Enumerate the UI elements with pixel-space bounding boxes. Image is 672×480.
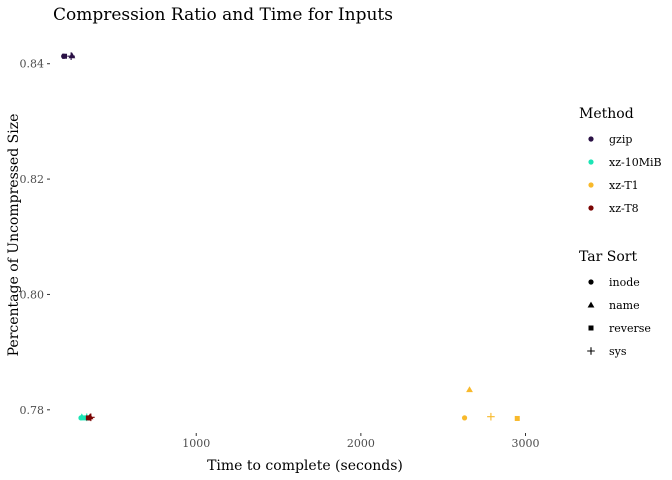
legend-label: xz-T1: [609, 179, 639, 192]
legend-label: sys: [609, 345, 627, 358]
data-point: [514, 415, 520, 421]
chart-title: Compression Ratio and Time for Inputs: [53, 5, 393, 25]
legend-label: xz-T8: [609, 202, 639, 215]
legend-title: Tar Sort: [579, 249, 637, 265]
data-point: [67, 52, 75, 61]
y-axis-title: Percentage of Uncompressed Size: [6, 114, 22, 357]
data-points: [61, 52, 520, 422]
legends: Method gzip xz-10MiB xz-T1 xz-T8 Tar Sort inod…: [579, 106, 662, 358]
legend-key: [588, 136, 594, 142]
legend-label: xz-10MiB: [609, 156, 662, 169]
data-point: [487, 412, 495, 421]
x-tick-label: 3000: [511, 437, 539, 450]
legend-key: [587, 301, 595, 308]
legend-key: [588, 279, 594, 285]
legend-key: [588, 159, 594, 165]
legend-label: name: [609, 299, 640, 312]
data-point: [87, 413, 95, 422]
y-tick-label: 0.80: [20, 288, 45, 301]
legend-key: [588, 205, 594, 211]
y-tick-label: 0.84: [20, 58, 45, 71]
data-point: [85, 415, 91, 421]
x-tick-label: 1000: [182, 437, 210, 450]
legend-key: [587, 347, 595, 355]
axes: 1000 2000 3000 0.78 0.80 0.82 0.84: [20, 58, 540, 450]
legend-label: reverse: [609, 322, 651, 335]
x-tick-label: 2000: [347, 437, 375, 450]
legend-key: [588, 325, 594, 331]
data-point: [81, 415, 87, 421]
y-tick-label: 0.78: [20, 404, 45, 417]
legend-label: gzip: [609, 133, 632, 146]
legend-key: [588, 182, 594, 188]
data-point: [466, 386, 473, 393]
legend-label: inode: [609, 276, 640, 289]
data-point: [461, 415, 468, 421]
x-axis-title: Time to complete (seconds): [207, 458, 403, 474]
data-point: [68, 52, 76, 59]
data-point: [62, 53, 68, 59]
legend-title: Method: [579, 106, 634, 122]
y-tick-label: 0.82: [20, 173, 45, 186]
